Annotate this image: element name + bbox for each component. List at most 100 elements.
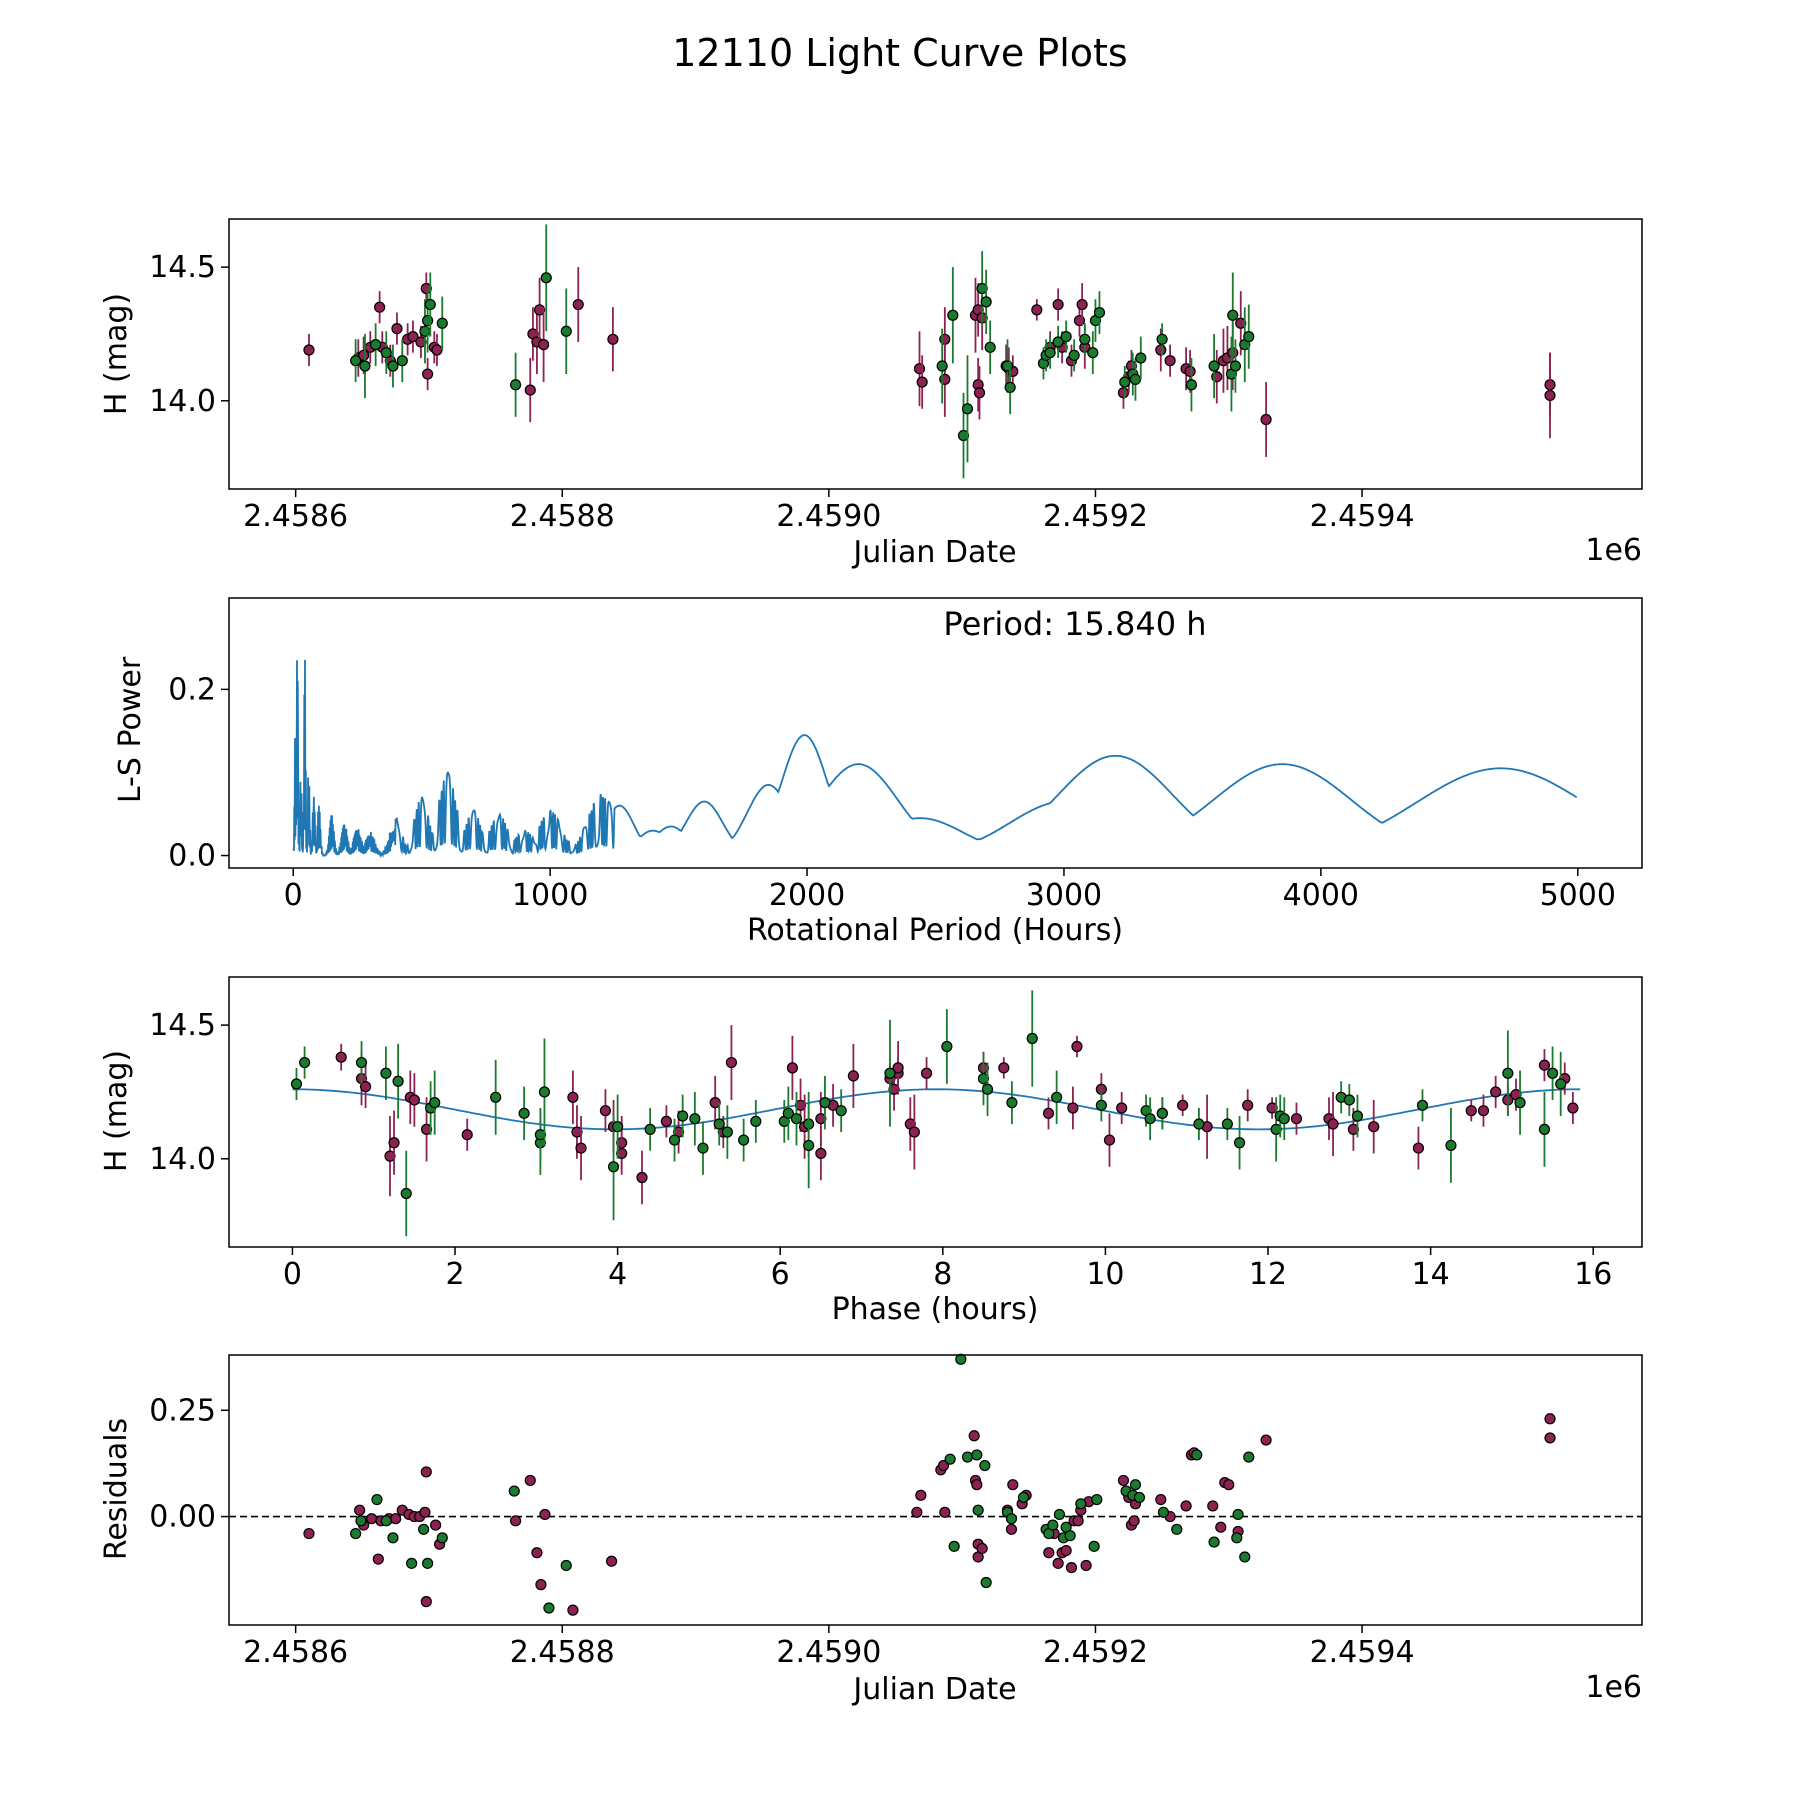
data-point	[1242, 1099, 1254, 1111]
data-point	[534, 1129, 546, 1141]
data-point	[1239, 1551, 1251, 1563]
data-point	[961, 403, 974, 415]
lc-xtick-label: 2.4590	[776, 499, 881, 534]
data-point	[976, 1542, 988, 1555]
ls-axes-frame	[228, 597, 1643, 869]
data-point	[984, 341, 996, 353]
data-point	[1232, 1508, 1244, 1521]
data-point	[1135, 352, 1147, 364]
data-point	[290, 1078, 303, 1090]
data-point	[1477, 1105, 1490, 1117]
ls-xtick-label: 4000	[1283, 878, 1359, 913]
data-point	[535, 1579, 547, 1591]
data-point	[387, 1532, 399, 1544]
data-point	[782, 1107, 794, 1119]
light-curve-ylabel: H (mag)	[99, 293, 134, 415]
data-point	[1171, 1523, 1183, 1535]
data-point	[366, 1513, 378, 1525]
data-point	[380, 1067, 392, 1079]
data-point	[1091, 1493, 1103, 1506]
data-point	[944, 1453, 956, 1465]
data-point	[1567, 1102, 1579, 1114]
data-point	[1005, 1513, 1018, 1525]
resid-axes-frame	[228, 1354, 1643, 1626]
resid-xtick-label: 2.4594	[1310, 1635, 1415, 1670]
phase-ytick-label: 14.0	[149, 1142, 216, 1177]
periodogram-ylabel: L-S Power	[113, 656, 148, 803]
data-point	[948, 1540, 960, 1552]
data-point	[538, 1086, 551, 1098]
data-point	[971, 1479, 983, 1491]
data-point	[1215, 1521, 1227, 1533]
data-point	[533, 304, 546, 316]
data-point	[1243, 1451, 1255, 1463]
data-point	[884, 1067, 896, 1079]
data-point	[1221, 1118, 1233, 1130]
data-point	[1006, 1097, 1018, 1109]
data-point	[1502, 1067, 1514, 1079]
data-point	[430, 1519, 442, 1531]
data-point	[1490, 1086, 1502, 1098]
data-point	[560, 1559, 572, 1572]
ls-xtick-label: 5000	[1540, 878, 1616, 913]
ls-xtick-label: 0	[284, 878, 303, 913]
data-point	[1514, 1097, 1526, 1109]
data-point	[436, 1532, 448, 1544]
data-point	[524, 1474, 536, 1487]
data-point	[961, 1451, 974, 1463]
data-point	[689, 1113, 701, 1125]
data-point	[1180, 1500, 1192, 1512]
lc-axes-frame	[228, 218, 1643, 490]
data-point	[709, 1097, 721, 1109]
data-point	[418, 1523, 430, 1535]
phase-xtick-label: 16	[1574, 1257, 1612, 1292]
data-point	[524, 384, 536, 396]
data-point	[976, 282, 988, 295]
phase-ytick-label: 14.5	[149, 1008, 216, 1043]
data-point	[1144, 1113, 1156, 1125]
phase-xtick-label: 14	[1412, 1257, 1450, 1292]
data-point	[1043, 1547, 1055, 1559]
data-point	[354, 1504, 366, 1516]
data-point	[1177, 1099, 1189, 1111]
data-point	[388, 1137, 400, 1149]
data-point	[660, 1115, 672, 1127]
data-point	[422, 368, 434, 380]
resid-xtick-label: 2.4586	[243, 1635, 348, 1670]
data-point	[980, 1576, 992, 1589]
data-point	[835, 1105, 847, 1117]
data-point	[1231, 1532, 1243, 1544]
data-point	[350, 355, 362, 367]
data-point	[979, 1459, 991, 1472]
data-point	[815, 1147, 827, 1160]
data-point	[957, 429, 970, 442]
data-point	[1260, 413, 1272, 426]
data-point	[1233, 1137, 1246, 1149]
data-point	[1093, 306, 1106, 319]
data-point	[1075, 1498, 1087, 1510]
data-point	[892, 1062, 904, 1074]
data-point	[1191, 1449, 1203, 1461]
data-point	[436, 317, 448, 329]
lc-xtick-label: 2.4586	[243, 499, 348, 534]
data-point	[786, 1062, 799, 1074]
data-point	[1128, 1515, 1140, 1527]
phase-xtick-label: 8	[933, 1257, 952, 1292]
data-point	[355, 1056, 368, 1069]
data-point	[1103, 1134, 1116, 1146]
data-point	[937, 1459, 950, 1472]
data-point	[888, 1083, 900, 1095]
data-point	[1155, 1493, 1167, 1506]
data-point	[1129, 373, 1142, 385]
data-point	[1079, 333, 1091, 345]
data-point	[1278, 1113, 1290, 1125]
data-point	[422, 1557, 434, 1569]
phase-xtick-label: 6	[771, 1257, 790, 1292]
light-curve-xlabel: Julian Date	[851, 535, 1016, 570]
ls-xtick-label: 1000	[512, 878, 588, 913]
data-point	[518, 1107, 530, 1119]
data-point	[599, 1105, 612, 1117]
lc-ytick-label: 14.0	[149, 384, 216, 419]
data-point	[998, 1062, 1010, 1074]
data-point	[374, 301, 386, 313]
